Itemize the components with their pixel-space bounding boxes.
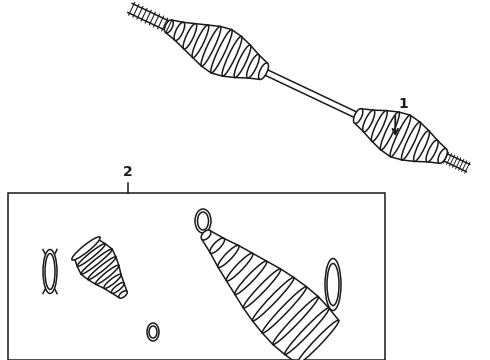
Ellipse shape bbox=[104, 274, 121, 288]
Text: 1: 1 bbox=[398, 97, 408, 111]
Ellipse shape bbox=[438, 149, 447, 163]
Ellipse shape bbox=[74, 239, 98, 258]
Ellipse shape bbox=[246, 54, 259, 78]
Ellipse shape bbox=[297, 320, 339, 360]
Ellipse shape bbox=[363, 110, 375, 132]
Ellipse shape bbox=[262, 287, 307, 333]
Ellipse shape bbox=[401, 122, 420, 160]
Ellipse shape bbox=[371, 111, 387, 141]
Ellipse shape bbox=[426, 140, 438, 162]
Ellipse shape bbox=[234, 45, 251, 78]
Ellipse shape bbox=[96, 265, 119, 284]
Ellipse shape bbox=[210, 238, 224, 253]
Ellipse shape bbox=[285, 308, 329, 355]
Ellipse shape bbox=[201, 26, 221, 66]
Ellipse shape bbox=[272, 297, 318, 345]
Ellipse shape bbox=[81, 249, 112, 274]
Ellipse shape bbox=[252, 277, 294, 321]
Ellipse shape bbox=[235, 261, 267, 294]
Ellipse shape bbox=[72, 237, 100, 260]
Ellipse shape bbox=[183, 24, 196, 49]
Ellipse shape bbox=[88, 257, 116, 280]
Ellipse shape bbox=[111, 283, 124, 293]
Ellipse shape bbox=[380, 112, 399, 150]
Ellipse shape bbox=[174, 22, 185, 41]
Ellipse shape bbox=[211, 30, 232, 73]
Ellipse shape bbox=[390, 115, 411, 157]
Ellipse shape bbox=[259, 63, 269, 80]
Ellipse shape bbox=[353, 109, 363, 123]
Ellipse shape bbox=[222, 36, 242, 76]
Ellipse shape bbox=[243, 269, 281, 308]
Ellipse shape bbox=[201, 230, 211, 240]
Ellipse shape bbox=[165, 20, 173, 33]
Ellipse shape bbox=[192, 25, 209, 58]
Ellipse shape bbox=[218, 245, 239, 267]
Text: 2: 2 bbox=[123, 165, 133, 179]
Ellipse shape bbox=[119, 291, 127, 298]
Ellipse shape bbox=[77, 244, 105, 266]
Ellipse shape bbox=[226, 253, 253, 281]
Bar bbox=[8, 193, 385, 360]
Ellipse shape bbox=[414, 131, 429, 161]
